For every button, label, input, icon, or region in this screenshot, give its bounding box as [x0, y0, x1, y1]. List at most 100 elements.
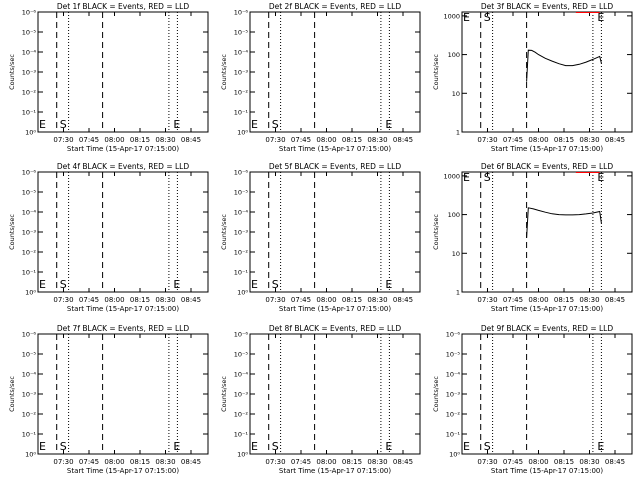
y-tick-label: 10⁻³	[22, 69, 37, 77]
y-tick-label: 1	[456, 289, 460, 297]
plot-frame	[37, 171, 209, 293]
x-tick-label: 07:45	[291, 136, 311, 144]
y-tick-label: 10⁻³	[446, 391, 461, 399]
x-tick-label: 08:00	[316, 458, 336, 466]
end-marker-label: E	[173, 118, 180, 131]
x-tick-label: 07:30	[53, 296, 73, 304]
end-marker-label: E	[173, 440, 180, 453]
x-tick-label: 08:15	[130, 136, 150, 144]
series-line-1	[526, 207, 602, 238]
chart-panel-3: Det 3f BLACK = Events, RED = LLD Counts/s…	[432, 2, 633, 153]
x-tick-label: 07:45	[503, 458, 523, 466]
x-tick-label: 08:30	[155, 136, 175, 144]
x-tick-label: 07:45	[291, 458, 311, 466]
end-marker-label: E	[385, 118, 392, 131]
x-tick-label: 08:30	[367, 296, 387, 304]
y-axis-label: Counts/sec	[8, 54, 16, 90]
chart-title: Det 4f BLACK = Events, RED = LLD	[57, 162, 190, 171]
end-marker-label-left: E	[463, 11, 470, 24]
start-marker-label: S	[60, 278, 67, 291]
x-axis-label: Start Time (15-Apr-17 07:15:00)	[67, 305, 179, 313]
x-tick-label: 08:45	[393, 296, 413, 304]
y-tick-label: 10⁻³	[234, 229, 249, 237]
x-tick-label: 08:00	[316, 136, 336, 144]
y-tick-label: 1000	[443, 172, 460, 180]
y-tick-label: 10⁻⁶	[234, 331, 249, 339]
end-marker-label-left: E	[39, 278, 46, 291]
y-tick-label: 10⁰	[237, 129, 248, 137]
y-tick-label: 10⁻⁶	[234, 169, 249, 177]
end-marker-label: E	[385, 278, 392, 291]
x-axis-label: Start Time (15-Apr-17 07:15:00)	[279, 145, 391, 153]
chart-title: Det 8f BLACK = Events, RED = LLD	[269, 324, 402, 333]
end-marker-label-left: E	[463, 440, 470, 453]
x-tick-label: 08:00	[104, 136, 124, 144]
chart-panel-4: Det 4f BLACK = Events, RED = LLD Counts/s…	[8, 162, 209, 313]
x-tick-label: 07:45	[503, 136, 523, 144]
end-marker-label: E	[385, 440, 392, 453]
chart-panel-6: Det 6f BLACK = Events, RED = LLD Counts/s…	[432, 162, 633, 313]
chart-title: Det 2f BLACK = Events, RED = LLD	[269, 2, 402, 11]
y-axis-label: Counts/sec	[432, 376, 440, 412]
x-axis-label: Start Time (15-Apr-17 07:15:00)	[491, 467, 603, 475]
end-marker-label: E	[597, 11, 604, 24]
y-tick-label: 10⁰	[25, 129, 36, 137]
x-axis-label: Start Time (15-Apr-17 07:15:00)	[67, 145, 179, 153]
y-tick-label: 10⁻¹	[22, 431, 37, 439]
x-tick-label: 08:15	[342, 136, 362, 144]
end-marker-label: E	[173, 278, 180, 291]
end-marker-label-left: E	[251, 440, 258, 453]
y-tick-label: 10⁻²	[234, 249, 249, 257]
x-axis-label: Start Time (15-Apr-17 07:15:00)	[491, 305, 603, 313]
x-tick-label: 08:00	[104, 458, 124, 466]
start-marker-label: S	[272, 440, 279, 453]
chart-panel-1: Det 1f BLACK = Events, RED = LLD Counts/s…	[8, 2, 209, 153]
x-tick-label: 08:15	[130, 296, 150, 304]
plot-frame	[249, 11, 421, 133]
y-tick-label: 10⁻⁵	[22, 351, 37, 359]
y-tick-label: 10⁻⁴	[446, 371, 461, 379]
y-tick-label: 10⁰	[25, 289, 36, 297]
x-axis-label: Start Time (15-Apr-17 07:15:00)	[279, 467, 391, 475]
x-tick-label: 07:45	[79, 296, 99, 304]
x-tick-label: 07:30	[265, 296, 285, 304]
y-tick-label: 10⁻⁶	[22, 331, 37, 339]
plot-frame	[461, 171, 633, 293]
x-tick-label: 08:00	[528, 296, 548, 304]
x-tick-label: 08:00	[104, 296, 124, 304]
chart-title: Det 1f BLACK = Events, RED = LLD	[57, 2, 190, 11]
end-marker-label-left: E	[39, 118, 46, 131]
y-tick-label: 10⁻⁶	[446, 331, 461, 339]
x-tick-label: 07:45	[79, 458, 99, 466]
start-marker-label: S	[484, 171, 491, 184]
chart-panel-9: Det 9f BLACK = Events, RED = LLD Counts/s…	[432, 324, 633, 475]
y-tick-label: 10⁻⁴	[234, 49, 249, 57]
x-tick-label: 08:30	[367, 458, 387, 466]
y-axis-label: Counts/sec	[220, 214, 228, 250]
chart-title: Det 6f BLACK = Events, RED = LLD	[481, 162, 614, 171]
y-tick-label: 10⁻³	[234, 69, 249, 77]
y-axis-label: Counts/sec	[220, 54, 228, 90]
end-marker-label-left: E	[39, 440, 46, 453]
y-tick-label: 10⁻⁵	[234, 189, 249, 197]
y-tick-label: 10⁻⁴	[234, 371, 249, 379]
x-tick-label: 08:45	[605, 458, 625, 466]
plot-frame	[37, 333, 209, 455]
x-axis-label: Start Time (15-Apr-17 07:15:00)	[491, 145, 603, 153]
y-tick-label: 10⁻¹	[22, 109, 37, 117]
plot-frame	[249, 333, 421, 455]
x-tick-label: 08:45	[181, 136, 201, 144]
y-tick-label: 10⁻¹	[22, 269, 37, 277]
x-axis-label: Start Time (15-Apr-17 07:15:00)	[67, 467, 179, 475]
y-tick-label: 10⁻¹	[446, 431, 461, 439]
x-tick-label: 07:45	[503, 296, 523, 304]
y-tick-label: 10⁻⁵	[22, 29, 37, 37]
x-tick-label: 08:45	[605, 296, 625, 304]
x-tick-label: 08:45	[393, 458, 413, 466]
y-tick-label: 10⁻²	[446, 411, 461, 419]
y-tick-label: 10⁻⁶	[22, 9, 37, 17]
start-marker-label: S	[272, 278, 279, 291]
chart-title: Det 3f BLACK = Events, RED = LLD	[481, 2, 614, 11]
x-tick-label: 08:45	[393, 136, 413, 144]
